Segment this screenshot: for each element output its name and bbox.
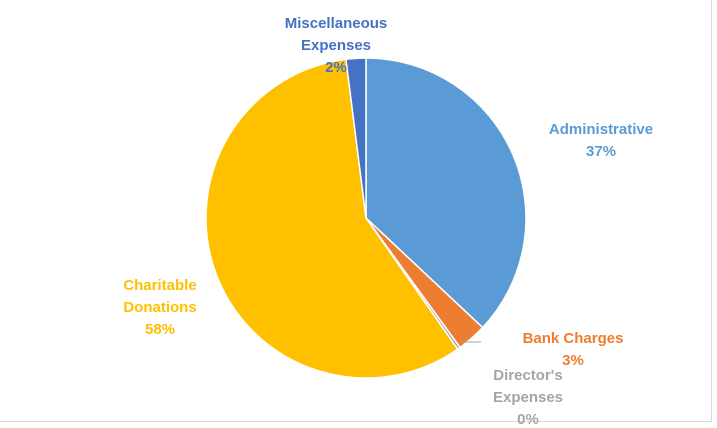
slice-name: Charitable [123,277,196,294]
data-label-administrative: Administrative 37% [549,121,653,160]
slice-name: Miscellaneous [285,15,388,32]
pie-slice-administrative [365,57,527,329]
slice-percent: 0% [517,411,539,428]
data-label-charitable-donations: Charitable Donations 58% [123,277,196,338]
slice-percent: 58% [145,321,175,338]
pie-slice-charitable-donations [205,58,459,379]
pie-slices [205,57,527,379]
data-label-bank-charges: Bank Charges 3% [523,330,624,369]
slice-name: Donations [123,299,196,316]
data-label-director-s-expenses: Director's Expenses 0% [493,367,563,428]
slice-name: Director's [493,367,562,384]
slice-name: Expenses [301,37,371,54]
slice-labels: Administrative 37% Bank Charges 3%Director'… [123,15,653,428]
slice-percent: 2% [325,59,347,76]
data-label-miscellaneous-expenses: Miscellaneous Expenses 2% [285,15,388,76]
slice-percent: 37% [586,143,616,160]
slice-name: Administrative [549,121,653,138]
slice-name: Bank Charges [523,330,624,347]
slice-name: Expenses [493,389,563,406]
pie-slice-miscellaneous-expenses [345,57,367,219]
slice-percent: 3% [562,352,584,369]
